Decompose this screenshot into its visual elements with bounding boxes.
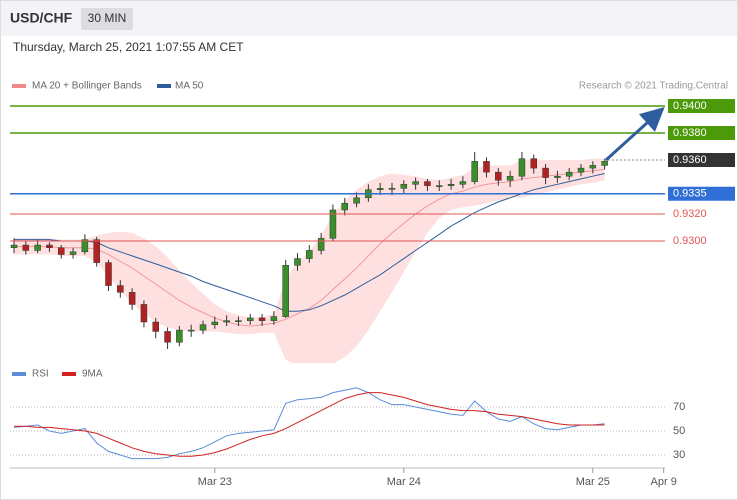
candle-body (117, 285, 124, 293)
legend-swatch (12, 372, 26, 376)
interval[interactable]: 30 MIN (88, 11, 127, 25)
candle-body (306, 250, 313, 259)
candle-body (471, 161, 478, 182)
candle-body (105, 262, 112, 286)
candle-body (294, 258, 301, 266)
candle-body (223, 320, 230, 323)
legend-swatch (12, 84, 26, 88)
candle-body (577, 167, 585, 173)
candle-body (164, 331, 171, 343)
candle-body (495, 171, 502, 181)
candle-body (34, 244, 41, 251)
candle-body (447, 184, 455, 186)
level-label: 0.9335 (673, 188, 707, 200)
candle-body (128, 292, 136, 305)
candle-body (542, 167, 549, 178)
candle-body (554, 175, 561, 178)
y-tick-label: 30 (673, 449, 685, 461)
candle-body (317, 238, 325, 251)
candle-body (58, 247, 65, 255)
candle-body (400, 184, 408, 189)
credit: Research © 2021 Trading.Central (579, 81, 728, 92)
x-tick-label: Mar 24 (387, 476, 421, 488)
timestamp: Thursday, March 25, 2021 1:07:55 AM CET (13, 40, 244, 54)
candle-body (93, 239, 100, 263)
level-label: 0.9380 (673, 127, 707, 139)
candle-body (235, 320, 242, 322)
symbol: USD/CHF (10, 10, 73, 26)
forecast-arrow (604, 106, 665, 162)
candle-body (353, 197, 360, 204)
ma-line (14, 169, 605, 327)
x-tick-label: Mar 25 (576, 476, 610, 488)
candle-body (530, 158, 537, 169)
legend-label: MA 20 + Bollinger Bands (32, 81, 142, 92)
candle-body (152, 321, 159, 332)
y-tick-label: 50 (673, 425, 685, 437)
candle-body (140, 304, 148, 323)
candle-body (258, 317, 266, 321)
level-label-box (668, 126, 735, 140)
candle-body (601, 161, 608, 166)
candle-body (199, 324, 207, 331)
candle-body (10, 244, 18, 249)
price-panel (10, 151, 608, 363)
candle-body (270, 316, 278, 321)
candle-body (424, 181, 431, 186)
rsi-line (13, 387, 605, 460)
x-tick-label: Mar 23 (198, 476, 232, 488)
candle-body (46, 244, 53, 249)
legend-label: RSI (32, 369, 49, 380)
interval-pill[interactable] (81, 8, 133, 30)
candle-body (22, 244, 30, 251)
legend-swatch (62, 372, 76, 376)
legend-label: 9MA (82, 369, 103, 380)
candle-body (483, 161, 490, 173)
y-tick-label: 70 (673, 401, 685, 413)
candle-body (187, 329, 195, 332)
level-label-box (668, 153, 735, 167)
candle-body (176, 329, 183, 343)
candle-body (565, 171, 573, 177)
candle-body (388, 188, 396, 190)
candle-body (436, 185, 443, 187)
candle-body (81, 239, 89, 253)
candle-body (518, 158, 526, 177)
candle-body (376, 188, 384, 190)
level-label: 0.9300 (673, 235, 707, 247)
level-label-box (668, 186, 735, 201)
candle-body (589, 165, 597, 169)
candle-body (506, 175, 514, 181)
level-label: 0.9400 (673, 100, 707, 112)
level-label-box (668, 99, 735, 113)
x-tick-label: Apr 9 (651, 476, 677, 488)
level-label: 0.9320 (673, 208, 707, 220)
candle-body (412, 181, 419, 185)
candle-body (211, 321, 219, 325)
rsi-line (14, 392, 605, 457)
legend-swatch (157, 84, 171, 88)
candle-body (247, 317, 254, 321)
ma-line (14, 173, 605, 312)
level-label: 0.9360 (673, 154, 707, 166)
candle-body (329, 209, 337, 239)
candle-body (459, 181, 467, 185)
candle-body (282, 265, 289, 317)
candle-body (341, 202, 348, 211)
candle-body (69, 251, 77, 255)
legend-label: MA 50 (175, 81, 204, 92)
